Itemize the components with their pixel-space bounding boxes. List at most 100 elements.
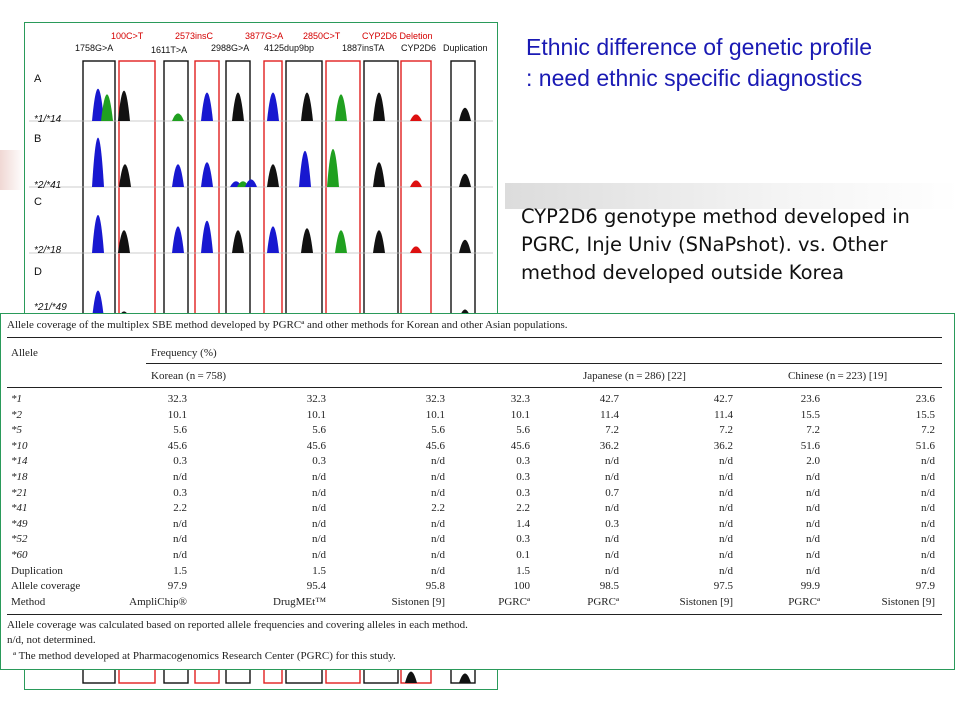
peak xyxy=(267,226,279,253)
table-cell: AmpliChip® xyxy=(129,595,187,608)
table-cell: n/d xyxy=(805,533,820,546)
peak xyxy=(201,162,213,187)
peak xyxy=(92,215,104,253)
row-genotype-b: *2/*41 xyxy=(34,180,62,191)
table-cell: 32.3 xyxy=(510,393,530,405)
peak xyxy=(172,226,184,253)
table-row-allele: Duplication xyxy=(11,564,63,577)
label-2573insC: 2573insC xyxy=(175,31,214,41)
table-cell: 10.1 xyxy=(167,408,187,421)
peak xyxy=(232,92,244,121)
peak xyxy=(459,239,471,253)
peak xyxy=(335,94,347,121)
table-cell: 1.5 xyxy=(312,564,326,577)
table-cell: 5.6 xyxy=(173,424,187,437)
label-2850CT: 2850C>T xyxy=(303,31,341,41)
table-footnote-3: ª The method developed at Pharmacogenomi… xyxy=(13,650,396,662)
table-cell: Sistonen [9] xyxy=(881,595,935,608)
decor-gradient-left xyxy=(0,150,24,190)
table-cell: 1.4 xyxy=(516,517,530,530)
peak xyxy=(410,114,422,121)
peak xyxy=(267,164,279,187)
table-cell: n/d xyxy=(805,517,820,530)
table-rule-top xyxy=(7,337,942,338)
table-cell: n/d xyxy=(604,502,619,515)
label-1887insTA: 1887insTA xyxy=(342,43,385,53)
row-genotype-c: *2/*18 xyxy=(34,245,62,256)
label-cyp2d6-deletion: CYP2D6 Deletion xyxy=(362,31,433,41)
table-cell: n/d xyxy=(718,533,733,546)
table-cell: 7.2 xyxy=(806,424,820,437)
table-cell: 0.3 xyxy=(173,486,187,499)
table-cell: 10.1 xyxy=(306,408,326,421)
table-cell: Sistonen [9] xyxy=(679,595,733,608)
table-footnote-2: n/d, not determined. xyxy=(7,634,96,646)
peak xyxy=(267,92,279,121)
table-cell: 2.2 xyxy=(173,502,187,515)
table-cell: 32.3 xyxy=(306,393,326,405)
table-cell: 32.3 xyxy=(425,393,445,405)
table-cell: 0.3 xyxy=(605,517,619,530)
table-cell: 5.6 xyxy=(516,424,530,437)
table-cell: n/d xyxy=(718,471,733,483)
table-cell: n/d xyxy=(920,533,935,546)
peak xyxy=(201,92,213,121)
table-row-allele: *52 xyxy=(11,533,28,546)
table-cell: 42.7 xyxy=(599,393,619,405)
label-100CT: 100C>T xyxy=(111,31,144,41)
table-cell: 97.9 xyxy=(915,580,935,593)
table-cell: 23.6 xyxy=(800,393,820,405)
group-chinese: Chinese (n = 223) [19] xyxy=(788,370,888,382)
table-cell: 0.3 xyxy=(516,533,530,546)
table-row-allele: *5 xyxy=(11,424,22,437)
label-cyp2d6: CYP2D6 xyxy=(401,43,437,53)
table-cell: n/d xyxy=(604,455,619,468)
table-cell: 0.1 xyxy=(516,549,530,561)
peak xyxy=(459,673,471,683)
table-cell: n/d xyxy=(718,486,733,499)
table-row-allele: Method xyxy=(11,595,46,608)
table-cell: 99.9 xyxy=(800,580,820,593)
table-cell: 5.6 xyxy=(431,424,445,437)
table-cell: n/d xyxy=(920,455,935,468)
table-cell: n/d xyxy=(604,533,619,546)
row-label-c: C xyxy=(34,196,42,208)
table-cell: 51.6 xyxy=(915,439,935,452)
table-cell: 15.5 xyxy=(800,408,820,421)
table-rule-bottom xyxy=(7,614,942,615)
table-cell: n/d xyxy=(805,502,820,515)
table-row-allele: *10 xyxy=(11,439,28,452)
label-2988GA: 2988G>A xyxy=(211,43,250,53)
peak xyxy=(101,94,113,121)
table-cell: n/d xyxy=(805,486,820,499)
peak xyxy=(201,220,213,253)
table-footnote-1: Allele coverage was calculated based on … xyxy=(7,619,468,631)
table-cell: n/d xyxy=(805,471,820,483)
table-cell: 1.5 xyxy=(173,564,187,577)
table-rule-header xyxy=(146,363,942,364)
table-row-allele: *21 xyxy=(11,486,28,499)
table-cell: n/d xyxy=(718,502,733,515)
table-cell: n/d xyxy=(604,471,619,483)
peak xyxy=(459,173,471,187)
table-cell: n/d xyxy=(920,471,935,483)
table-cell: 45.6 xyxy=(167,439,187,452)
table-cell: 100 xyxy=(513,580,531,593)
table-cell: 5.6 xyxy=(312,424,326,437)
table-cell: 97.9 xyxy=(167,580,187,593)
label-4125dup9bp: 4125dup9bp xyxy=(264,43,315,53)
table-cell: n/d xyxy=(920,502,935,515)
peak xyxy=(172,164,184,187)
peak xyxy=(373,92,385,121)
table-cell: 0.3 xyxy=(516,455,530,468)
group-korean: Korean (n = 758) xyxy=(151,370,227,382)
header-allele: Allele xyxy=(11,347,38,359)
group-japanese: Japanese (n = 286) [22] xyxy=(583,370,686,382)
row-genotype-d: *21/*49 xyxy=(34,302,67,313)
table-cell: 0.3 xyxy=(516,486,530,499)
table-row-allele: *60 xyxy=(11,549,28,561)
table-row-allele: *2 xyxy=(11,408,22,421)
table-cell: 45.6 xyxy=(306,439,326,452)
table-rule-sub xyxy=(7,387,942,388)
table-cell: n/d xyxy=(718,549,733,561)
